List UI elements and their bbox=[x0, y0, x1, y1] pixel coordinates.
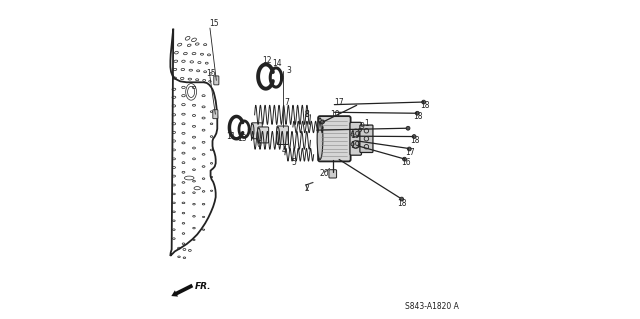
Text: 3: 3 bbox=[286, 66, 291, 75]
Text: 18: 18 bbox=[413, 112, 423, 121]
FancyBboxPatch shape bbox=[252, 123, 262, 139]
FancyBboxPatch shape bbox=[258, 127, 269, 143]
Circle shape bbox=[412, 135, 416, 138]
Circle shape bbox=[406, 126, 410, 130]
FancyBboxPatch shape bbox=[214, 76, 219, 85]
Text: 15: 15 bbox=[206, 69, 216, 78]
Text: 5: 5 bbox=[291, 158, 296, 167]
Text: 20: 20 bbox=[320, 169, 330, 178]
Text: 8: 8 bbox=[304, 110, 309, 119]
Text: 15: 15 bbox=[209, 19, 219, 28]
Text: 17: 17 bbox=[334, 98, 344, 107]
Text: S843-A1820 A: S843-A1820 A bbox=[404, 302, 459, 311]
Text: 10: 10 bbox=[330, 110, 340, 119]
Circle shape bbox=[400, 197, 404, 201]
Circle shape bbox=[408, 147, 412, 151]
Text: 7: 7 bbox=[284, 98, 289, 107]
Text: 14: 14 bbox=[272, 59, 282, 68]
FancyArrow shape bbox=[172, 284, 193, 297]
Text: 18: 18 bbox=[410, 136, 420, 145]
Ellipse shape bbox=[257, 128, 260, 142]
FancyBboxPatch shape bbox=[350, 122, 362, 155]
Text: 8: 8 bbox=[304, 110, 309, 119]
Circle shape bbox=[351, 133, 354, 136]
Circle shape bbox=[358, 129, 362, 132]
FancyBboxPatch shape bbox=[360, 125, 373, 152]
Text: 9: 9 bbox=[360, 122, 365, 130]
Text: 6: 6 bbox=[256, 140, 261, 149]
Circle shape bbox=[352, 141, 360, 148]
Text: 2: 2 bbox=[305, 184, 310, 193]
Text: 19: 19 bbox=[350, 141, 360, 150]
Circle shape bbox=[403, 157, 406, 161]
Text: 16: 16 bbox=[401, 158, 411, 167]
Text: 18: 18 bbox=[420, 101, 429, 110]
Text: 13: 13 bbox=[237, 134, 246, 143]
Text: 18: 18 bbox=[397, 199, 407, 208]
Circle shape bbox=[422, 100, 426, 104]
Ellipse shape bbox=[276, 127, 280, 144]
FancyBboxPatch shape bbox=[318, 116, 351, 161]
Text: 4: 4 bbox=[282, 146, 287, 155]
FancyBboxPatch shape bbox=[329, 170, 337, 178]
Circle shape bbox=[415, 111, 419, 115]
FancyBboxPatch shape bbox=[277, 126, 289, 145]
Text: FR.: FR. bbox=[195, 282, 211, 291]
Text: 1: 1 bbox=[364, 119, 369, 128]
Circle shape bbox=[352, 129, 360, 137]
Ellipse shape bbox=[317, 118, 323, 160]
Text: 12: 12 bbox=[262, 56, 271, 65]
FancyBboxPatch shape bbox=[213, 110, 218, 119]
Circle shape bbox=[321, 120, 324, 124]
Text: 11: 11 bbox=[226, 132, 236, 141]
Text: 17: 17 bbox=[405, 148, 415, 157]
Text: 19: 19 bbox=[350, 131, 360, 140]
Circle shape bbox=[351, 143, 354, 146]
Ellipse shape bbox=[251, 124, 254, 138]
